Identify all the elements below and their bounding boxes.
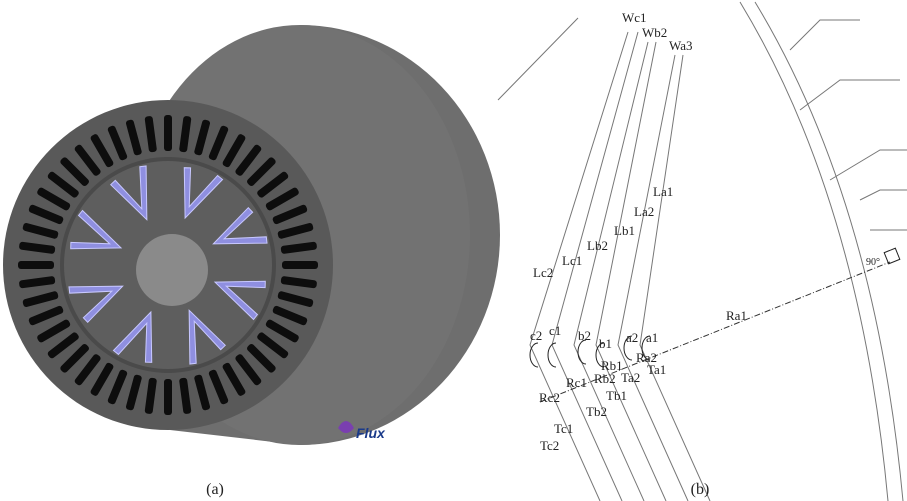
label: Ra1 xyxy=(726,308,747,323)
right-angle-mark xyxy=(884,248,900,264)
label: Rc2 xyxy=(539,390,560,405)
figure: Flux (a) Wc1Wb2Wa3 La1 La2 Lb1 Lb2 Lc1 Lc2 c2 c1… xyxy=(0,0,907,501)
slot-outline xyxy=(640,55,710,501)
stator-slot xyxy=(18,261,54,269)
label: Tb1 xyxy=(606,388,627,403)
stator-teeth xyxy=(790,20,907,230)
caption: (b) xyxy=(691,481,710,498)
label: Wa3 xyxy=(669,38,693,53)
label: c2 xyxy=(530,328,542,343)
conductor-arc xyxy=(548,343,556,367)
stator-slot xyxy=(282,261,318,269)
label: Wc1 xyxy=(622,10,647,25)
label: a2 xyxy=(626,330,638,345)
label: c1 xyxy=(549,323,561,338)
motor-render: Flux (a) xyxy=(3,25,500,498)
label: Rc1 xyxy=(566,375,587,390)
label: Wb2 xyxy=(642,25,667,40)
label: Lb2 xyxy=(587,238,608,253)
caption: (a) xyxy=(206,481,224,498)
label: 90° xyxy=(866,257,880,268)
label: b2 xyxy=(578,328,591,343)
label: Ta2 xyxy=(621,370,640,385)
stator-slot xyxy=(164,115,172,151)
stator-slot xyxy=(164,379,172,415)
label: La1 xyxy=(653,184,673,199)
label: Lb1 xyxy=(614,223,635,238)
label: La2 xyxy=(634,204,654,219)
label: Tb2 xyxy=(586,404,607,419)
label: a1 xyxy=(646,330,658,345)
stator-arc xyxy=(755,2,903,501)
label: Tc1 xyxy=(554,421,573,436)
label: Rb2 xyxy=(594,371,616,386)
stator-arc xyxy=(740,2,888,501)
label: Lc2 xyxy=(533,265,553,280)
conductor-arc xyxy=(578,340,586,364)
label: b1 xyxy=(599,336,612,351)
logo-text: Flux xyxy=(356,425,386,441)
label: Tc2 xyxy=(540,438,559,453)
outline xyxy=(498,18,578,100)
figure-canvas: Flux (a) Wc1Wb2Wa3 La1 La2 Lb1 Lb2 Lc1 Lc2 c2 c1… xyxy=(0,0,907,501)
shaft xyxy=(136,234,208,306)
label: Lc1 xyxy=(562,253,582,268)
label: Ta1 xyxy=(647,362,666,377)
radius-line xyxy=(540,262,890,402)
